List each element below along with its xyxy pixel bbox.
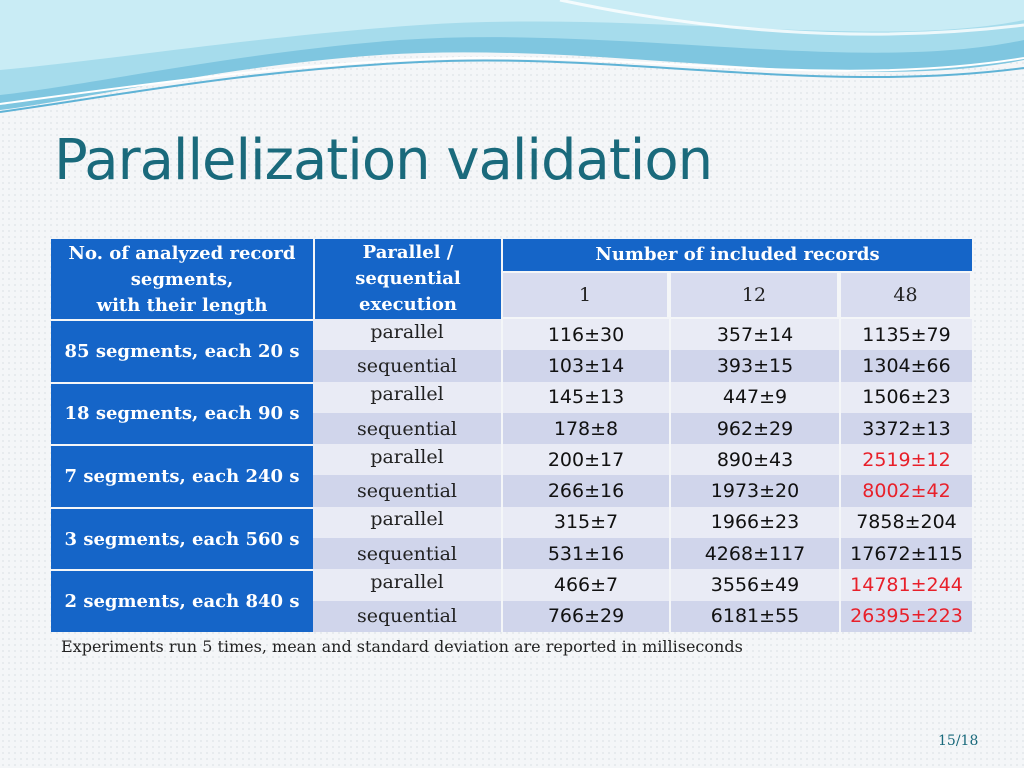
header-execution: Parallel / sequential execution: [313, 239, 501, 319]
execution-mode: sequential: [313, 412, 501, 445]
timing-cell: 766±29: [501, 600, 669, 632]
row-group-label: 3 segments, each 560 s: [51, 506, 313, 570]
timing-cell: 393±15: [669, 350, 839, 382]
header-segments-line: No. of analyzed record: [68, 243, 296, 264]
page-title: Parallelization validation: [54, 128, 713, 193]
header-execution-line: execution: [359, 294, 457, 315]
timing-cell: 8002±42: [839, 475, 972, 507]
timing-cell: 1304±66: [839, 350, 972, 382]
timing-cell: 17672±115: [839, 538, 972, 570]
table-row: 85 segments, each 20 s parallel 116±30 357±…: [51, 319, 972, 382]
header-segments: No. of analyzed record segments, with th…: [51, 239, 313, 319]
table-row: 3 segments, each 560 s parallel 315±7 1966±…: [51, 506, 972, 570]
page-number: 15/18: [938, 733, 979, 749]
execution-mode: parallel: [313, 506, 501, 539]
table-row: sequential 531±16 4268±117 17672±115: [51, 538, 972, 570]
timing-cell: 4268±117: [669, 538, 839, 570]
timing-cell: 466±7: [501, 569, 669, 601]
table-row: 2 segments, each 840 s parallel 466±7 3556±…: [51, 569, 972, 632]
timing-cell: 2519±12: [839, 444, 972, 476]
row-group-label: 2 segments, each 840 s: [51, 569, 313, 632]
execution-mode: parallel: [313, 569, 501, 601]
timing-cell: 962±29: [669, 412, 839, 445]
timing-cell: 531±16: [501, 538, 669, 570]
timing-cell: 14781±244: [839, 569, 972, 601]
header-records-1: 1: [501, 271, 669, 319]
timing-cell: 357±14: [669, 319, 839, 351]
timing-cell: 26395±223: [839, 600, 972, 632]
header-records-12: 12: [669, 271, 839, 319]
timing-cell: 315±7: [501, 506, 669, 539]
header-segments-line: segments,: [130, 269, 234, 290]
table-row: sequential 766±29 6181±55 26395±223: [51, 600, 972, 632]
table-row: sequential 266±16 1973±20 8002±42: [51, 475, 972, 507]
header-segments-line: with their length: [96, 295, 268, 316]
header-execution-line: Parallel /: [362, 242, 454, 263]
timing-cell: 145±13: [501, 381, 669, 413]
table-row: sequential 178±8 962±29 3372±13: [51, 412, 972, 445]
table-row: sequential 103±14 393±15 1304±66: [51, 350, 972, 382]
timing-cell: 200±17: [501, 444, 669, 476]
timing-cell: 103±14: [501, 350, 669, 382]
header-included-records: Number of included records: [501, 239, 972, 271]
table-row: 7 segments, each 240 s parallel 200±17 890±…: [51, 444, 972, 507]
timing-cell: 7858±204: [839, 506, 972, 539]
timing-cell: 1973±20: [669, 475, 839, 507]
timing-cell: 3556±49: [669, 569, 839, 601]
table-row: 18 segments, each 90 s parallel 145±13 447±…: [51, 381, 972, 445]
execution-mode: parallel: [313, 381, 501, 413]
footnote: Experiments run 5 times, mean and standa…: [61, 637, 743, 656]
execution-mode: sequential: [313, 600, 501, 632]
row-group-label: 7 segments, each 240 s: [51, 444, 313, 507]
row-group-label: 85 segments, each 20 s: [51, 319, 313, 382]
execution-mode: sequential: [313, 538, 501, 570]
header-records-48: 48: [839, 271, 972, 319]
timing-cell: 6181±55: [669, 600, 839, 632]
timing-cell: 178±8: [501, 412, 669, 445]
timing-cell: 266±16: [501, 475, 669, 507]
execution-mode: sequential: [313, 475, 501, 507]
timing-cell: 447±9: [669, 381, 839, 413]
timing-cell: 3372±13: [839, 412, 972, 445]
execution-mode: sequential: [313, 350, 501, 382]
execution-mode: parallel: [313, 319, 501, 351]
execution-mode: parallel: [313, 444, 501, 476]
timing-cell: 1135±79: [839, 319, 972, 351]
timing-cell: 1966±23: [669, 506, 839, 539]
timing-cell: 1506±23: [839, 381, 972, 413]
row-group-label: 18 segments, each 90 s: [51, 381, 313, 445]
results-table: No. of analyzed record segments, with th…: [51, 239, 972, 632]
wave-decoration: [0, 0, 1024, 113]
timing-cell: 116±30: [501, 319, 669, 351]
timing-cell: 890±43: [669, 444, 839, 476]
header-execution-line: sequential: [355, 268, 461, 289]
